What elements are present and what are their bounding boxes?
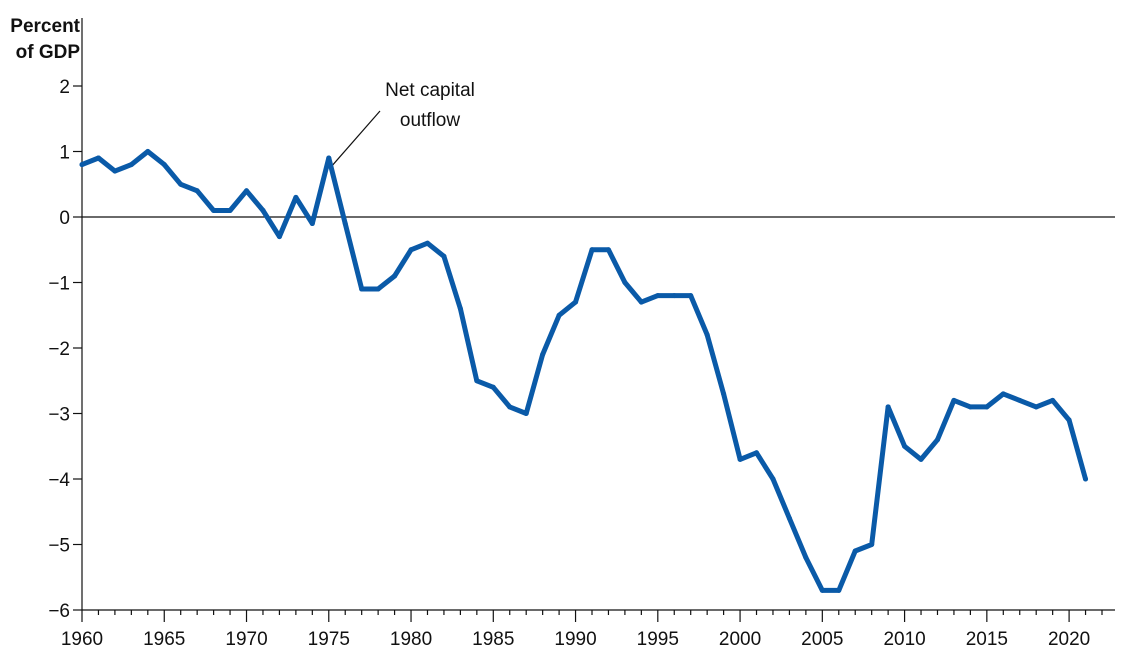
data-point <box>622 280 628 285</box>
data-point <box>902 443 908 449</box>
data-point <box>638 299 644 305</box>
data-point <box>754 450 760 456</box>
y-tick-label: 0 <box>59 208 70 229</box>
data-point <box>309 221 315 227</box>
data-point <box>885 404 891 410</box>
x-tick-label: 1970 <box>225 629 267 650</box>
data-point <box>178 181 184 187</box>
data-point <box>934 437 940 443</box>
x-tick-label: 1960 <box>61 629 103 650</box>
data-point <box>1000 391 1006 397</box>
annotation-line1: Net capital <box>385 80 475 101</box>
data-point <box>260 207 266 213</box>
data-point <box>95 155 101 161</box>
data-point <box>211 207 217 213</box>
x-tick-label: 1965 <box>143 629 185 650</box>
data-point <box>852 548 858 554</box>
x-tick-label: 1985 <box>472 629 514 650</box>
x-tick-label: 2005 <box>801 629 843 650</box>
data-point <box>276 234 282 240</box>
y-axis-title-line1: Percent <box>10 16 80 37</box>
data-point <box>918 456 924 462</box>
data-point <box>441 253 447 259</box>
x-tick-label: 2020 <box>1048 629 1090 650</box>
data-point <box>161 162 167 168</box>
data-point <box>786 515 792 521</box>
data-point <box>1083 476 1089 482</box>
y-tick-label: −1 <box>48 274 70 295</box>
y-tick-label: −2 <box>48 339 70 360</box>
data-point <box>342 221 348 227</box>
data-point <box>819 587 825 593</box>
data-point <box>145 149 151 154</box>
annotation-label: Net capital outflow <box>370 76 490 136</box>
data-point <box>424 240 430 246</box>
data-point <box>359 286 365 292</box>
data-point <box>79 162 85 168</box>
data-point <box>457 306 463 312</box>
y-tick-label: −6 <box>48 601 70 622</box>
data-point <box>540 352 546 358</box>
data-point <box>605 247 611 253</box>
annotation-leader-line <box>331 110 381 167</box>
x-tick-label: 1980 <box>390 629 432 650</box>
data-point <box>737 456 743 462</box>
data-point <box>589 247 595 253</box>
data-point <box>671 293 677 299</box>
x-tick-label: 1995 <box>637 629 679 650</box>
data-point <box>1050 397 1056 403</box>
x-axis: 1960 1965 1970 1975 1980 1985 1990 1995 2000 2005… <box>61 609 1115 650</box>
y-tick-label: −5 <box>48 536 70 557</box>
y-tick-label: 1 <box>59 143 70 164</box>
data-point <box>770 476 776 482</box>
data-point <box>1033 404 1039 410</box>
data-point <box>293 194 299 200</box>
data-point <box>1017 397 1023 403</box>
data-point <box>194 188 200 194</box>
data-point <box>836 587 842 593</box>
x-tick-label: 2010 <box>883 629 925 650</box>
data-point <box>556 312 562 318</box>
y-tick-label: −3 <box>48 405 70 426</box>
x-tick-label: 2000 <box>719 629 761 650</box>
y-axis-title-line2: of GDP <box>15 42 80 63</box>
data-point <box>474 378 480 384</box>
data-point <box>326 155 332 161</box>
data-point <box>112 168 118 174</box>
data-point <box>704 332 710 338</box>
data-point <box>721 391 727 397</box>
data-point <box>869 542 875 547</box>
data-point <box>523 411 529 416</box>
data-point <box>227 207 233 213</box>
y-axis-title: Percent of GDP <box>6 14 80 66</box>
series-line-net-capital-outflow <box>79 149 1088 593</box>
data-point <box>490 384 496 390</box>
data-point <box>951 397 957 403</box>
y-tick-label: −4 <box>48 470 70 491</box>
data-point <box>803 555 809 561</box>
data-point <box>573 299 579 305</box>
data-point <box>655 293 661 299</box>
data-point <box>244 188 250 194</box>
y-tick-label: 2 <box>59 77 70 98</box>
data-point <box>1066 417 1072 423</box>
y-axis: 2 1 0 −1 −2 −3 −4 −5 −6 <box>48 18 83 622</box>
data-point <box>984 404 990 410</box>
data-points <box>79 149 1089 593</box>
data-point <box>375 286 381 292</box>
annotation-line2: outflow <box>399 110 461 131</box>
data-point <box>967 404 973 410</box>
data-point <box>408 247 414 253</box>
x-tick-label: 2015 <box>966 629 1008 650</box>
data-point <box>507 404 513 410</box>
data-point <box>392 273 398 279</box>
data-point <box>128 162 134 168</box>
data-point <box>688 293 694 299</box>
x-tick-label: 1990 <box>554 629 596 650</box>
x-tick-label: 1975 <box>308 629 350 650</box>
